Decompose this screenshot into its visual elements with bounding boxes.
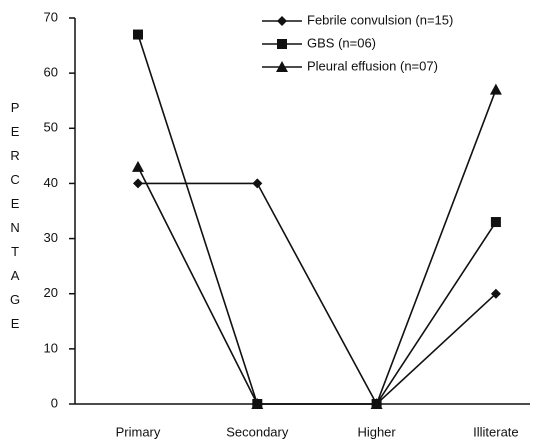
marker — [489, 83, 502, 95]
marker — [251, 398, 264, 409]
y-axis-label: PERCENTAGE — [8, 100, 23, 340]
marker — [490, 288, 501, 299]
marker — [133, 178, 143, 189]
y-tick-label: 20 — [44, 285, 58, 300]
marker — [490, 217, 501, 228]
legend-label: Febrile convulsion (n=15) — [307, 12, 453, 27]
y-tick-label: 70 — [44, 9, 58, 24]
y-tick-label: 10 — [44, 340, 58, 355]
x-tick-label: Illiterate — [473, 424, 519, 439]
legend-marker — [276, 61, 288, 72]
series-line — [137, 34, 497, 405]
marker — [370, 398, 383, 409]
y-tick-label: 30 — [44, 230, 58, 245]
y-tick-label: 60 — [44, 65, 58, 80]
y-tick-label: 50 — [44, 120, 58, 135]
y-tick-label: 40 — [44, 175, 58, 190]
x-tick-label: Primary — [116, 424, 161, 439]
x-tick-label: Higher — [357, 424, 396, 439]
legend-marker — [277, 16, 287, 26]
series-line — [138, 182, 497, 406]
legend-label: Pleural effusion (n=07) — [307, 58, 438, 73]
legend-marker — [277, 39, 287, 49]
x-tick-label: Secondary — [226, 424, 289, 439]
legend-label: GBS (n=06) — [307, 35, 376, 50]
marker — [133, 29, 143, 40]
series-line — [137, 89, 497, 405]
y-tick-label: 0 — [51, 395, 58, 410]
marker — [132, 160, 144, 172]
marker — [252, 178, 263, 189]
